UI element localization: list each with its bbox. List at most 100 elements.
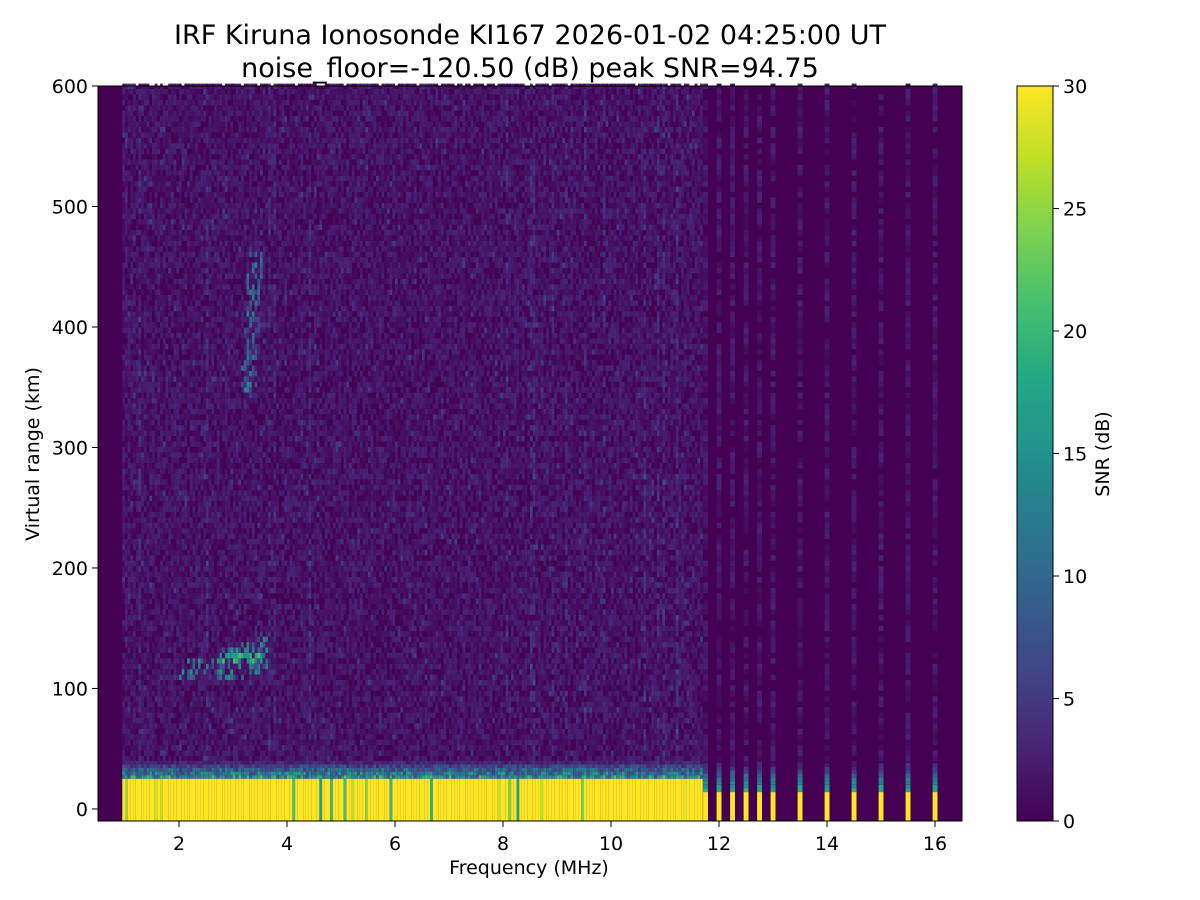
heatmap-cell xyxy=(160,311,163,317)
heatmap-cell xyxy=(187,376,190,382)
heatmap-cell xyxy=(189,636,193,642)
heatmap-cell xyxy=(181,577,185,583)
heatmap-cell xyxy=(195,457,198,464)
heatmap-cell xyxy=(122,419,125,426)
heatmap-cell xyxy=(233,511,236,518)
heatmap-cell xyxy=(206,755,209,762)
heatmap-cell xyxy=(141,495,144,502)
heatmap-cell xyxy=(197,338,201,344)
heatmap-cell xyxy=(170,463,174,469)
heatmap-cell xyxy=(138,669,142,675)
heatmap-cell xyxy=(230,647,233,653)
heatmap-cell xyxy=(192,528,196,534)
heatmap-cell xyxy=(224,647,228,653)
heatmap-cell xyxy=(211,755,215,762)
heatmap-cell xyxy=(208,468,212,474)
heatmap-cell xyxy=(170,631,174,637)
heatmap-cell xyxy=(141,99,144,106)
heatmap-cell xyxy=(233,582,236,588)
heatmap-cell xyxy=(162,764,166,768)
heatmap-cell xyxy=(141,778,144,821)
heatmap-cell xyxy=(195,484,198,491)
heatmap-cell xyxy=(187,739,190,746)
heatmap-cell xyxy=(219,224,223,230)
heatmap-cell xyxy=(165,316,169,323)
heatmap-cell xyxy=(141,701,144,708)
heatmap-cell xyxy=(224,371,228,377)
heatmap-cell xyxy=(208,452,212,458)
heatmap-cell xyxy=(146,734,150,740)
heatmap-cell xyxy=(208,365,212,371)
heatmap-cell xyxy=(157,305,161,312)
heatmap-cell xyxy=(143,116,147,122)
heatmap-cell xyxy=(152,99,155,106)
heatmap-cell xyxy=(160,414,163,420)
heatmap-cell xyxy=(170,566,174,572)
heatmap-cell xyxy=(197,457,201,464)
heatmap-cell xyxy=(227,425,231,431)
heatmap-cell xyxy=(181,360,185,366)
heatmap-cell xyxy=(219,560,223,567)
heatmap-cell xyxy=(184,186,188,192)
heatmap-cell xyxy=(189,760,193,765)
heatmap-cell xyxy=(233,642,236,648)
heatmap-cell xyxy=(133,267,136,274)
heatmap-cell xyxy=(152,235,155,241)
heatmap-cell xyxy=(135,652,139,659)
heatmap-cell xyxy=(181,566,185,572)
heatmap-cell xyxy=(211,387,215,393)
heatmap-cell xyxy=(127,267,131,274)
heatmap-cell xyxy=(197,560,201,567)
heatmap-cell xyxy=(214,452,217,458)
heatmap-cell xyxy=(230,132,233,138)
heatmap-cell xyxy=(162,511,166,518)
heatmap-cell xyxy=(197,663,201,670)
heatmap-cell xyxy=(162,441,166,447)
heatmap-cell xyxy=(241,598,244,605)
heatmap-cell xyxy=(162,300,166,306)
heatmap-cell xyxy=(130,663,134,670)
heatmap-cell xyxy=(179,105,182,111)
heatmap-cell xyxy=(214,170,217,176)
heatmap-cell xyxy=(189,110,193,117)
heatmap-cell xyxy=(235,208,239,214)
heatmap-cell xyxy=(189,484,193,491)
heatmap-cell xyxy=(187,604,190,610)
heatmap-cell xyxy=(176,463,179,469)
heatmap-cell xyxy=(168,463,171,469)
heatmap-cell xyxy=(197,408,201,415)
heatmap-cell xyxy=(208,148,212,155)
heatmap-cell xyxy=(146,305,150,312)
heatmap-cell xyxy=(200,615,204,621)
heatmap-cell xyxy=(133,305,136,312)
heatmap-cell xyxy=(170,745,174,751)
heatmap-cell xyxy=(176,99,179,106)
heatmap-cell xyxy=(235,750,239,756)
heatmap-cell xyxy=(195,436,198,442)
heatmap-cell xyxy=(227,273,231,279)
heatmap-cell xyxy=(162,175,166,182)
heatmap-cell xyxy=(195,764,198,768)
heatmap-cell xyxy=(130,143,134,149)
heatmap-cell xyxy=(214,511,217,518)
heatmap-cell xyxy=(154,181,158,187)
heatmap-cell xyxy=(157,376,161,382)
heatmap-cell xyxy=(135,625,139,632)
heatmap-cell xyxy=(170,116,174,122)
heatmap-cell xyxy=(122,246,125,252)
heatmap-cell xyxy=(203,511,206,518)
heatmap-cell xyxy=(154,615,158,621)
heatmap-cell xyxy=(149,278,152,285)
heatmap-cell xyxy=(197,414,201,420)
heatmap-cell xyxy=(127,490,131,496)
heatmap-cell xyxy=(160,208,163,214)
heatmap-cell xyxy=(203,539,206,545)
heatmap-cell xyxy=(168,528,171,534)
heatmap-cell xyxy=(189,94,193,100)
heatmap-cell xyxy=(157,484,161,491)
heatmap-cell xyxy=(189,240,193,247)
heatmap-cell xyxy=(192,376,196,382)
heatmap-cell xyxy=(195,338,198,344)
heatmap-cell xyxy=(130,257,134,263)
heatmap-cell xyxy=(222,555,225,561)
